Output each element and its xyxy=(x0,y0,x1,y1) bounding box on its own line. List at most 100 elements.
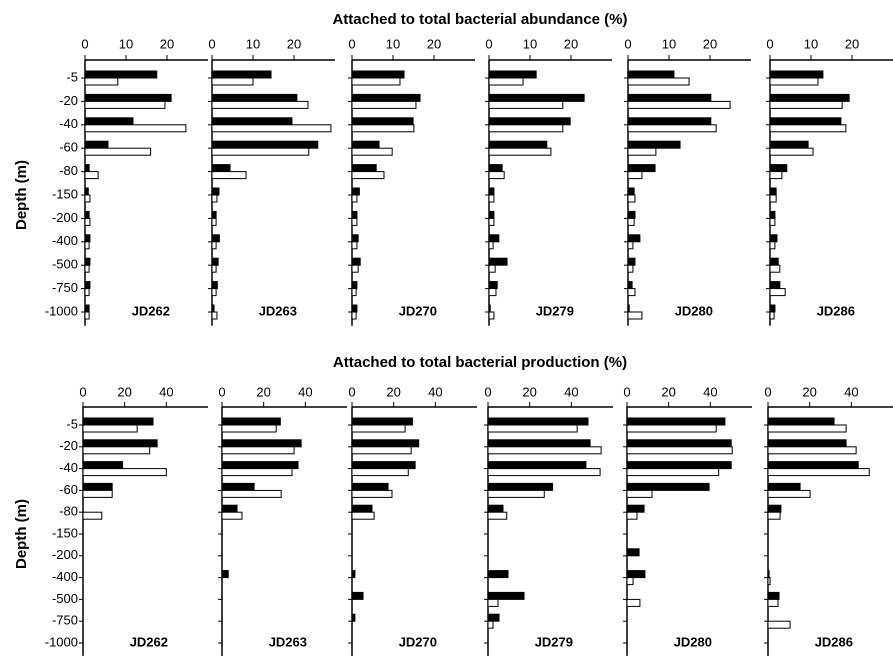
bar xyxy=(767,504,782,513)
bar xyxy=(626,446,733,455)
bar xyxy=(626,417,726,426)
bar xyxy=(488,241,494,250)
bar xyxy=(211,124,332,133)
bar xyxy=(211,171,247,180)
bar xyxy=(211,70,272,79)
panel-label: JD270 xyxy=(399,634,437,649)
bar xyxy=(487,598,499,607)
bar xyxy=(211,100,309,109)
bar xyxy=(488,288,497,297)
bar xyxy=(221,570,229,579)
bar xyxy=(221,511,243,520)
bar xyxy=(487,489,545,498)
bar xyxy=(488,311,495,320)
bar xyxy=(84,217,91,226)
bar xyxy=(627,311,643,320)
bar xyxy=(211,311,218,320)
bar xyxy=(488,124,564,133)
bar xyxy=(84,140,109,149)
bar xyxy=(626,570,646,579)
x-tick-label: 0 xyxy=(624,36,631,51)
bar xyxy=(626,424,717,433)
bar xyxy=(211,257,219,266)
bar xyxy=(351,570,356,579)
bar xyxy=(211,210,217,219)
bar xyxy=(769,100,843,109)
bar xyxy=(351,511,375,520)
x-tick-label: 0 xyxy=(764,384,771,399)
bar xyxy=(769,171,783,180)
x-tick-label: 20 xyxy=(117,384,131,399)
bar xyxy=(351,288,357,297)
bar xyxy=(211,93,298,102)
bar xyxy=(487,446,602,455)
y-tick-label: -20 xyxy=(59,438,78,453)
bar xyxy=(767,511,781,520)
y-tick-label: -500 xyxy=(52,591,78,606)
bar xyxy=(488,264,496,273)
bar xyxy=(84,187,89,196)
bar xyxy=(351,70,405,79)
x-tick-label: 0 xyxy=(208,36,215,51)
bar xyxy=(487,417,589,426)
bar xyxy=(627,187,635,196)
x-tick-label: 0 xyxy=(79,384,86,399)
bar xyxy=(487,439,591,448)
bar xyxy=(488,217,495,226)
bar xyxy=(626,598,641,607)
panel-label: JD280 xyxy=(675,303,713,318)
bar xyxy=(351,164,377,173)
bar xyxy=(769,281,781,290)
bar xyxy=(82,461,124,470)
bar xyxy=(627,140,681,149)
bar xyxy=(488,257,508,266)
y-tick-label: -40 xyxy=(59,460,78,475)
bar xyxy=(769,77,819,86)
x-tick-label: 20 xyxy=(160,36,174,51)
bar xyxy=(487,591,525,600)
x-tick-label: 20 xyxy=(427,36,441,51)
x-tick-label: 0 xyxy=(766,36,773,51)
x-tick-label: 10 xyxy=(119,36,133,51)
bar xyxy=(767,489,811,498)
bar xyxy=(211,264,217,273)
y-tick-label: -1000 xyxy=(45,634,78,649)
bar xyxy=(351,482,389,491)
bar xyxy=(626,489,653,498)
bar xyxy=(221,446,295,455)
y-tick-label: -20 xyxy=(59,93,78,108)
bar xyxy=(351,140,380,149)
x-tick-label: 10 xyxy=(804,36,818,51)
y-tick-label: -60 xyxy=(59,140,78,155)
bar xyxy=(487,468,601,477)
bar xyxy=(211,304,215,313)
x-tick-label: 0 xyxy=(485,36,492,51)
bar xyxy=(84,164,90,173)
bar xyxy=(84,147,152,156)
x-tick-label: 20 xyxy=(287,36,301,51)
bar xyxy=(488,281,498,290)
bar xyxy=(487,504,504,513)
bar xyxy=(221,439,302,448)
y-tick-label: -200 xyxy=(52,210,78,225)
bar xyxy=(221,417,281,426)
x-tick-label: 20 xyxy=(386,384,400,399)
y-tick-label: -5 xyxy=(66,69,78,84)
bar xyxy=(626,468,720,477)
x-tick-label: 0 xyxy=(218,384,225,399)
y-tick-label: -200 xyxy=(52,547,78,562)
bar xyxy=(351,264,359,273)
bar xyxy=(769,257,779,266)
bar xyxy=(627,100,731,109)
bar xyxy=(488,164,503,173)
y-tick-label: -40 xyxy=(59,116,78,131)
bar xyxy=(769,311,775,320)
bar xyxy=(221,504,238,513)
bar xyxy=(769,117,842,126)
bar xyxy=(487,620,494,629)
bar xyxy=(767,417,835,426)
bar xyxy=(767,439,847,448)
bar xyxy=(351,311,357,320)
bar xyxy=(488,234,500,243)
bar xyxy=(221,468,293,477)
